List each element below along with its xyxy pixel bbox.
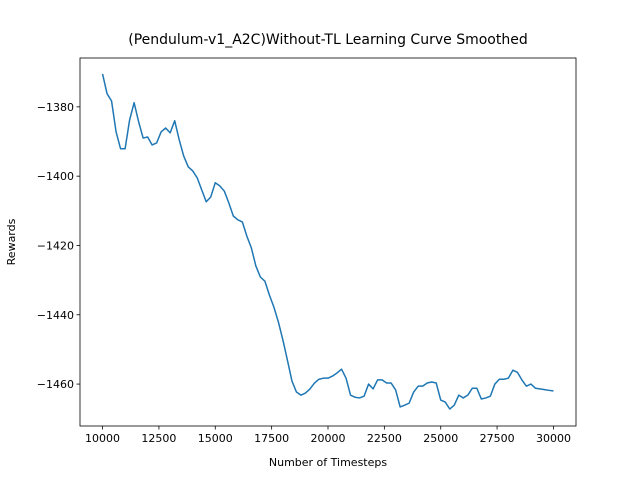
y-tick-label: −1420 <box>37 239 74 252</box>
line-series <box>101 73 554 410</box>
y-tick-label: −1440 <box>37 309 74 322</box>
x-tick-label: 12500 <box>141 432 176 445</box>
x-tick-label: 30000 <box>536 432 571 445</box>
x-tick-label: 10000 <box>85 432 120 445</box>
x-tick-label: 27500 <box>480 432 515 445</box>
x-tick-label: 25000 <box>423 432 458 445</box>
plot-frame <box>79 57 577 427</box>
y-tick-label: −1380 <box>37 101 74 114</box>
y-tick-label: −1460 <box>37 378 74 391</box>
x-tick-label: 22500 <box>367 432 402 445</box>
y-axis-label: Rewards <box>5 218 18 265</box>
x-tick-label: 15000 <box>198 432 233 445</box>
x-tick-label: 20000 <box>311 432 346 445</box>
chart-title: (Pendulum-v1_A2C)Without-TL Learning Cur… <box>128 32 527 48</box>
y-tick-label: −1400 <box>37 170 74 183</box>
x-tick-label: 17500 <box>254 432 289 445</box>
x-axis-label: Number of Timesteps <box>269 456 387 469</box>
